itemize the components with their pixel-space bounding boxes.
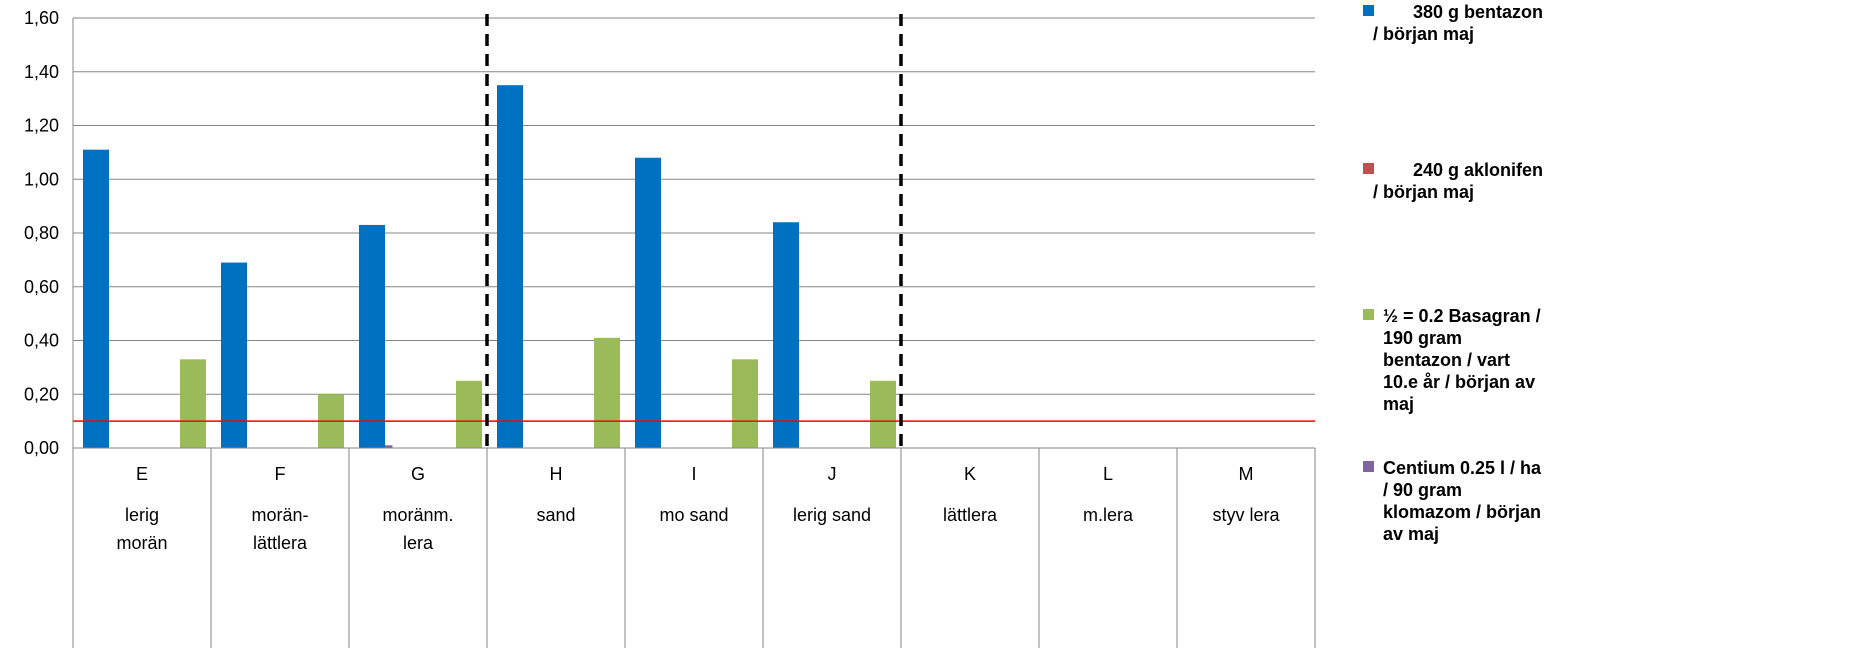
y-tick-label: 0,40 [24,331,59,351]
category-label: G [411,464,425,484]
legend-label: 240 g aklonifen [1413,160,1543,180]
category-label: I [691,464,696,484]
category-label: L [1103,464,1113,484]
bar [221,262,247,448]
category-label: M [1239,464,1254,484]
bar [870,380,896,448]
y-tick-label: 0,80 [24,223,59,243]
bar [456,380,482,448]
y-tick-label: 1,60 [24,8,59,28]
bar [180,359,206,448]
soil-type-label: styv lera [1212,505,1280,525]
category-label: H [550,464,563,484]
legend-label: / början maj [1373,182,1474,202]
legend-swatch [1363,5,1374,16]
bar [635,157,661,448]
legend-label: 10.e år / början av [1383,372,1535,392]
bar [359,224,385,448]
bar [594,337,620,448]
legend-swatch [1363,309,1374,320]
soil-type-label: m.lera [1083,505,1134,525]
category-label: F [275,464,286,484]
soil-type-label: lera [403,533,434,553]
soil-type-label: sand [536,505,575,525]
category-label: E [136,464,148,484]
soil-type-label: lerig [125,505,159,525]
soil-type-label: mo sand [659,505,728,525]
legend-swatch [1363,461,1374,472]
legend-label: maj [1383,394,1414,414]
category-label: K [964,464,976,484]
soil-type-label: lättlera [943,505,998,525]
legend-label: klomazom / början [1383,502,1541,522]
soil-type-label: morän- [251,505,308,525]
y-tick-label: 1,40 [24,62,59,82]
bar [497,85,523,448]
legend-label: bentazon / vart [1383,350,1510,370]
y-tick-label: 1,00 [24,169,59,189]
soil-type-label: morän [116,533,167,553]
soil-type-label: moränm. [382,505,453,525]
y-tick-label: 0,00 [24,438,59,458]
legend-label: / början maj [1373,24,1474,44]
y-tick-label: 1,20 [24,116,59,136]
y-tick-label: 0,20 [24,384,59,404]
legend-label: / 90 gram [1383,480,1462,500]
legend-label: Centium 0.25 l / ha [1383,458,1542,478]
legend-swatch [1363,163,1374,174]
bar [83,149,109,448]
legend-label: 380 g bentazon [1413,2,1543,22]
bar [732,359,758,448]
y-tick-label: 0,60 [24,277,59,297]
legend-label: av maj [1383,524,1439,544]
legend-label: 190 gram [1383,328,1462,348]
legend-label: ½ = 0.2 Basagran / [1383,306,1541,326]
bar [773,222,799,448]
category-label: J [828,464,837,484]
soil-type-label: lättlera [253,533,308,553]
soil-type-label: lerig sand [793,505,871,525]
